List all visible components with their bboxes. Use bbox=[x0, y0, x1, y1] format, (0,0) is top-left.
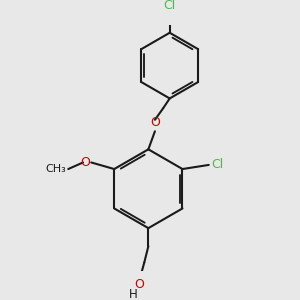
Text: H: H bbox=[129, 288, 138, 300]
Text: O: O bbox=[81, 156, 90, 169]
Text: O: O bbox=[134, 278, 144, 291]
Text: CH₃: CH₃ bbox=[46, 164, 67, 174]
Text: Cl: Cl bbox=[164, 0, 176, 12]
Text: Cl: Cl bbox=[211, 158, 224, 171]
Text: O: O bbox=[150, 116, 160, 129]
